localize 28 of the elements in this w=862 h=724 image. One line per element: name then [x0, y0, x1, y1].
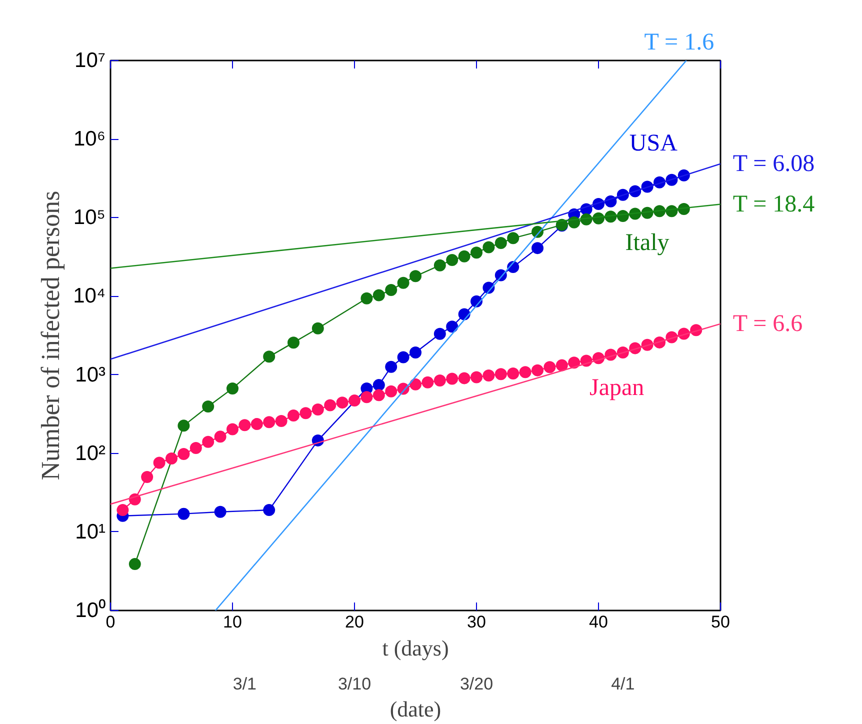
series-label: T = 1.6 — [644, 30, 714, 56]
y-tick-label: 10⁵ — [73, 206, 106, 230]
x-tick-label: 40 — [589, 612, 608, 632]
x-tick-label: 20 — [345, 612, 364, 632]
x2-tick-label: 3/1 — [232, 674, 257, 694]
y-tick-label: 10⁴ — [73, 284, 106, 308]
y-tick-label: 10³ — [75, 363, 106, 386]
series-label: T = 18.4 — [732, 191, 815, 218]
x2-axis-title: (date) — [390, 696, 442, 722]
series-label: Japan — [589, 375, 644, 402]
x-tick-label: 10 — [223, 612, 242, 632]
x2-tick-label: 3/20 — [460, 674, 494, 694]
series-label: Italy — [625, 230, 670, 256]
series-label: T = 6.6 — [732, 310, 803, 337]
x2-tick-label: 3/10 — [338, 674, 372, 694]
y-tick-label: 10⁰ — [75, 599, 106, 622]
series-label: USA — [629, 130, 678, 156]
x-tick-label: 50 — [711, 612, 730, 632]
y-axis-title: Number of infected persons — [36, 190, 66, 480]
y-tick-label: 10⁶ — [74, 128, 106, 151]
y-tick-label: 10² — [75, 442, 106, 465]
y-tick-label: 10¹ — [75, 520, 106, 544]
x2-tick-label: 4/1 — [611, 674, 635, 694]
y-tick-label: 10⁷ — [74, 49, 106, 72]
series-label: T = 6.08 — [732, 150, 815, 177]
x-tick-label: 30 — [467, 612, 486, 632]
x-tick-label: 0 — [106, 612, 116, 632]
x-axis-title: t (days) — [382, 636, 449, 660]
